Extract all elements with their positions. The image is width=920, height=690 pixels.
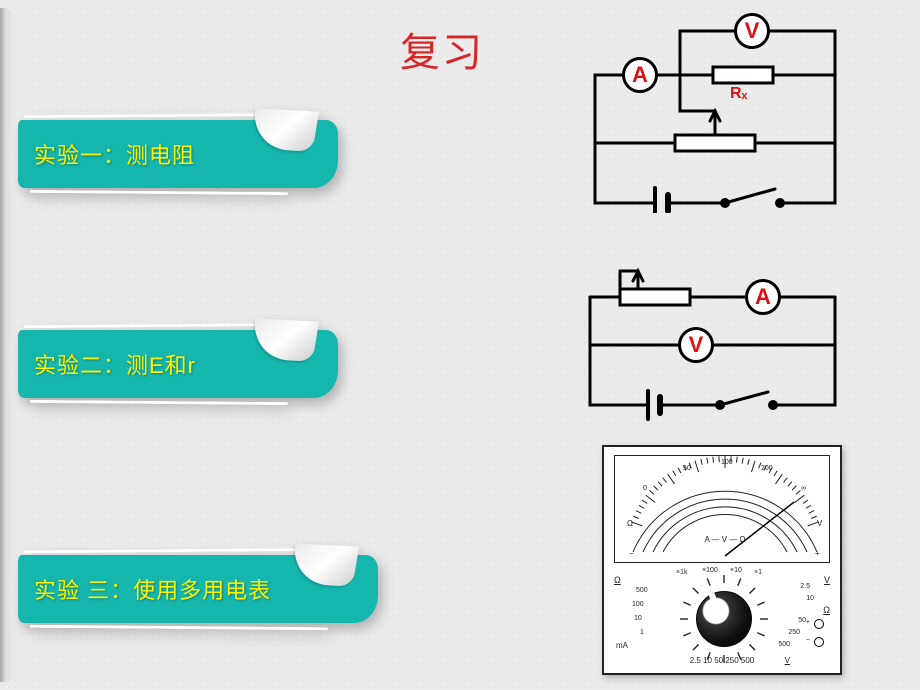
svg-text:Ω: Ω (627, 519, 633, 528)
svg-text:+: + (815, 549, 820, 558)
banner-experiment-3: 实验 三：使用多用电表 (18, 545, 378, 633)
ammeter-icon: A (622, 57, 658, 93)
banner-3-label: 实验 三：使用多用电表 (18, 545, 378, 633)
svg-text:0: 0 (643, 485, 647, 492)
banner-2-label: 实验二：测E和r (18, 320, 338, 408)
multimeter-dial: Ω V Ω mA ×1k ×100 ×10 ×1 2.5 10 50 250 5… (614, 569, 830, 665)
svg-text:∞: ∞ (801, 485, 806, 492)
multimeter-scale: A — V — Ω − + 0 50 100 200 ∞ Ω V (614, 455, 830, 563)
svg-text:V: V (817, 519, 823, 528)
voltmeter-icon: V (678, 327, 714, 363)
banner-1-label: 实验一：测电阻 (18, 110, 338, 198)
svg-text:200: 200 (761, 465, 773, 472)
binding-post-plus (814, 619, 824, 629)
circuit-diagram-resistance: V A Rₓ (560, 13, 860, 213)
banner-experiment-1: 实验一：测电阻 (18, 110, 338, 198)
svg-text:−: − (629, 549, 634, 558)
circuit-diagram-emf: A V (560, 265, 860, 425)
svg-text:50: 50 (683, 465, 691, 472)
page-title: 复习 (400, 20, 484, 78)
voltmeter-icon: V (734, 13, 770, 49)
multimeter-knob (696, 591, 752, 647)
binding-post-minus (814, 637, 824, 647)
svg-text:100: 100 (721, 459, 733, 466)
multimeter-illustration: A — V — Ω − + 0 50 100 200 ∞ Ω V Ω V Ω m… (602, 445, 842, 675)
multimeter-face-text: A — V — Ω (704, 535, 745, 544)
ammeter-icon: A (745, 279, 781, 315)
banner-experiment-2: 实验二：测E和r (18, 320, 338, 408)
resistor-label: Rₓ (730, 85, 747, 103)
bottom-v-label: V (785, 656, 790, 665)
bottom-scale: 2.5 10 50 250 500 (690, 656, 755, 665)
